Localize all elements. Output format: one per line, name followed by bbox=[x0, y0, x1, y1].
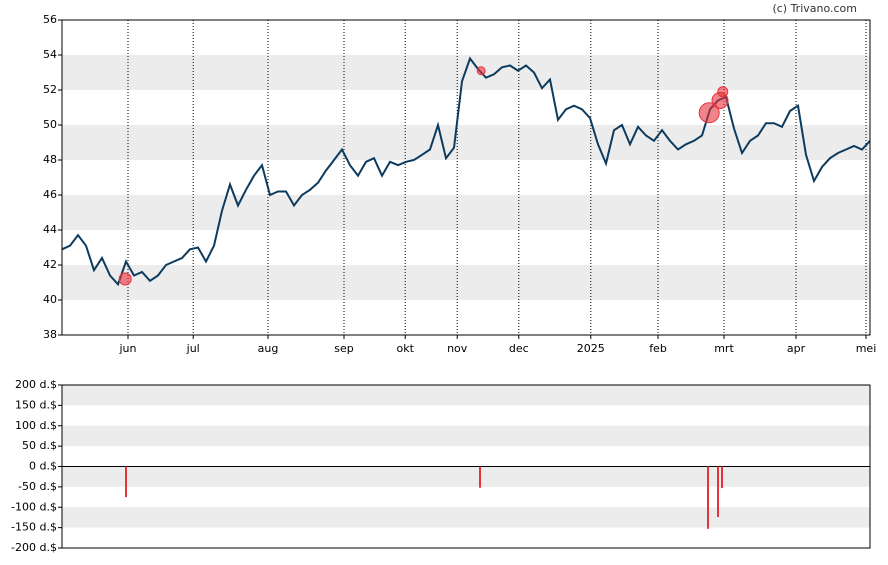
x-tick-label: mrt bbox=[714, 342, 734, 355]
y-tick-label: 52 bbox=[43, 83, 57, 96]
y-tick-label: 0 d.$ bbox=[29, 460, 57, 473]
x-tick-label: apr bbox=[787, 342, 806, 355]
trade-marker bbox=[698, 102, 720, 124]
grid-band bbox=[62, 265, 870, 300]
grid-band bbox=[62, 385, 870, 406]
y-tick-label: 50 bbox=[43, 118, 57, 131]
y-tick-label: 44 bbox=[43, 223, 57, 236]
y-tick-label: 40 bbox=[43, 293, 57, 306]
trade-marker bbox=[717, 86, 729, 98]
bar bbox=[125, 466, 127, 498]
y-tick-label: -150 d.$ bbox=[11, 521, 57, 534]
x-tick-label: dec bbox=[509, 342, 529, 355]
y-tick-label: -200 d.$ bbox=[11, 541, 57, 554]
x-tick-label: feb bbox=[649, 342, 667, 355]
y-tick-label: 50 d.$ bbox=[22, 439, 57, 452]
x-tick-label: aug bbox=[258, 342, 279, 355]
y-tick-label: 56 bbox=[43, 13, 57, 26]
bar bbox=[479, 466, 481, 488]
y-tick-label: 38 bbox=[43, 328, 57, 341]
bar bbox=[707, 466, 709, 529]
x-tick-label: jun bbox=[119, 342, 137, 355]
trade-marker bbox=[118, 272, 132, 286]
y-tick-label: 150 d.$ bbox=[15, 398, 57, 411]
y-tick-label: -50 d.$ bbox=[18, 480, 57, 493]
price-line bbox=[61, 56, 871, 287]
y-tick-label: -100 d.$ bbox=[11, 500, 57, 513]
bar bbox=[717, 466, 719, 518]
plot-frame bbox=[61, 384, 871, 549]
grid-band bbox=[62, 425, 870, 447]
y-tick-label: 42 bbox=[43, 258, 57, 271]
y-tick-label: 46 bbox=[43, 188, 57, 201]
x-tick-label: 2025 bbox=[577, 342, 605, 355]
y-tick-label: 48 bbox=[43, 153, 57, 166]
x-tick-label: mei bbox=[856, 342, 877, 355]
credit: (c) Trivano.com bbox=[772, 2, 857, 15]
trade-marker bbox=[476, 66, 486, 76]
x-tick-label: okt bbox=[396, 342, 414, 355]
grid-band bbox=[62, 466, 870, 487]
grid-band bbox=[62, 195, 870, 230]
plot-frame bbox=[61, 19, 871, 336]
x-tick-label: nov bbox=[447, 342, 468, 355]
y-tick-label: 54 bbox=[43, 48, 57, 61]
bar bbox=[721, 466, 723, 489]
grid-band bbox=[62, 507, 870, 528]
y-tick-label: 100 d.$ bbox=[15, 419, 57, 432]
x-tick-label: jul bbox=[186, 342, 200, 355]
y-tick-label: 200 d.$ bbox=[15, 378, 57, 391]
x-tick-label: sep bbox=[334, 342, 353, 355]
